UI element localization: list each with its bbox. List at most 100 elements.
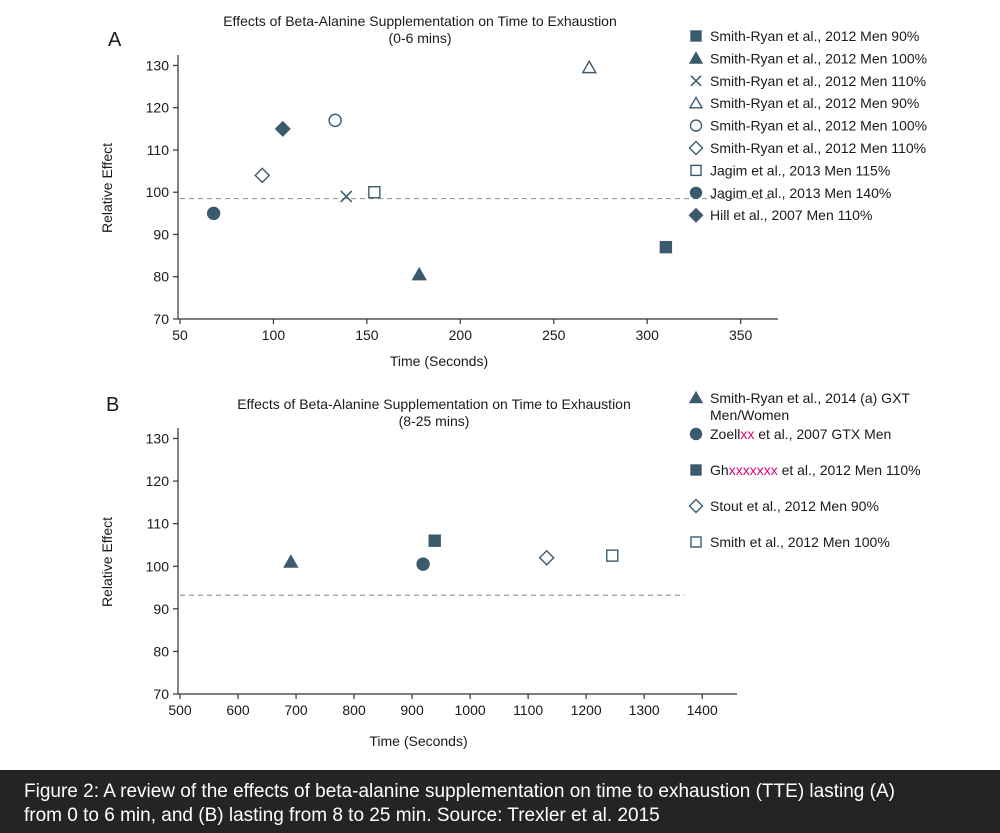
data-point: [206, 206, 221, 221]
chart-title: Effects of Beta-Alanine Supplementation …: [223, 13, 617, 29]
y-tick-label: 120: [146, 473, 170, 489]
data-point: [254, 167, 271, 184]
y-tick-label: 80: [153, 269, 169, 285]
data-point: [606, 549, 619, 562]
legend-item: Smith-Ryan et al., 2012 Men 90%: [688, 95, 919, 111]
legend-label-part: Zoell: [710, 426, 740, 442]
legend-item: Jagim et al., 2013 Men 115%: [690, 162, 890, 178]
caption-line-2: from 0 to 6 min, and (B) lasting from 8 …: [24, 805, 660, 826]
y-tick-label: 80: [153, 643, 169, 659]
legend-label: Smith-Ryan et al., 2012 Men 100%: [710, 118, 927, 134]
legend-label: Smith-Ryan et al., 2012 Men 100%: [710, 50, 927, 66]
legend-item: Smith-Ryan et al., 2012 Men 100%: [688, 50, 927, 66]
data-point: [274, 120, 291, 137]
data-point: [368, 186, 381, 199]
legend-marker: [689, 427, 703, 441]
legend-label: Smith-Ryan et al., 2012 Men 110%: [710, 140, 926, 156]
data-point: [416, 557, 430, 571]
figure-canvas: A Effects of Beta-Alanine Supplementation…: [99, 13, 927, 749]
x-axis-label: Time (Seconds): [390, 353, 488, 369]
legend-marker: [688, 390, 704, 404]
legend-label-part: et al., 2007 GTX Men: [754, 426, 891, 442]
y-tick-label: 70: [153, 686, 169, 702]
data-point: [411, 266, 427, 281]
legend-marker: [688, 498, 704, 514]
y-axis-label: Relative Effect: [99, 517, 115, 607]
legend-label: Smith-Ryan et al., 2014 (a) GXT: [710, 390, 910, 406]
legend-item: Smith-Ryan et al., 2012 Men 100%: [689, 118, 927, 134]
caption-line-1: Figure 2: A review of the effects of bet…: [24, 781, 895, 802]
legend-item: Zoellxx et al., 2007 GTX Men: [689, 426, 891, 442]
data-point: [659, 240, 673, 254]
legend-marker: [688, 140, 704, 156]
legend-label: Zoellxx et al., 2007 GTX Men: [710, 426, 891, 442]
x-tick-label: 1400: [687, 702, 718, 718]
x-tick-label: 1300: [629, 702, 660, 718]
y-tick-label: 110: [147, 516, 170, 532]
y-tick-label: 130: [146, 431, 170, 447]
data-point: [328, 113, 342, 128]
y-tick-label: 90: [153, 601, 169, 617]
data-point: [283, 554, 299, 568]
legend-item: Smith-Ryan et al., 2012 Men 90%: [690, 28, 919, 44]
legend-marker: [688, 51, 704, 64]
x-tick-label: 1000: [455, 702, 486, 718]
legend-marker: [689, 186, 703, 200]
x-tick-label: 1100: [513, 702, 543, 718]
data-point: [538, 549, 555, 566]
panel-label: A: [108, 29, 122, 51]
legend-marker: [690, 464, 702, 476]
legend-label-part: Stout et al., 2012 Men 90%: [710, 498, 879, 514]
x-tick-label: 800: [342, 702, 366, 718]
legend-item: Stout et al., 2012 Men 90%: [688, 498, 879, 514]
y-axis-label: Relative Effect: [99, 143, 115, 233]
legend-label: Smith-Ryan et al., 2012 Men 90%: [710, 95, 919, 111]
legend-label: Smith-Ryan et al., 2012 Men 110%: [710, 73, 926, 89]
x-tick-label: 500: [168, 702, 192, 718]
legend-label-part: xx: [740, 426, 754, 442]
legend-label: Smith et al., 2012 Men 100%: [710, 534, 890, 550]
x-tick-label: 150: [355, 327, 379, 343]
x-tick-label: 300: [636, 327, 660, 343]
legend-label-line2: Men/Women: [710, 407, 789, 423]
x-tick-label: 250: [542, 327, 566, 343]
legend-item: Smith et al., 2012 Men 100%: [690, 534, 890, 550]
legend-label: Jagim et al., 2013 Men 140%: [710, 185, 891, 201]
legend-label: Stout et al., 2012 Men 90%: [710, 498, 879, 514]
scatter-panel-b: B Effects of Beta-Alanine Supplementation…: [99, 390, 921, 749]
x-tick-label: 100: [262, 327, 286, 343]
data-point: [428, 534, 441, 547]
y-tick-label: 90: [153, 226, 169, 242]
legend-label: Jagim et al., 2013 Men 115%: [710, 162, 890, 178]
legend-marker: [690, 536, 702, 548]
x-tick-label: 350: [729, 327, 753, 343]
chart-title: Effects of Beta-Alanine Supplementation …: [237, 396, 631, 412]
y-tick-label: 120: [146, 100, 170, 116]
legend-item: Jagim et al., 2013 Men 140%: [689, 185, 891, 201]
legend-marker: [690, 30, 702, 42]
x-tick-label: 200: [449, 327, 473, 343]
legend-label-part: Smith et al., 2012 Men 100%: [710, 534, 890, 550]
data-point: [340, 190, 353, 203]
chart-subtitle: (0-6 mins): [388, 30, 451, 46]
x-tick-label: 900: [400, 702, 424, 718]
y-tick-label: 100: [146, 184, 170, 200]
y-tick-label: 130: [146, 57, 170, 73]
x-tick-label: 50: [172, 327, 188, 343]
panel-label: B: [106, 394, 119, 416]
data-point: [581, 59, 597, 74]
chart-subtitle: (8-25 mins): [399, 413, 470, 429]
scatter-panel-a: A Effects of Beta-Alanine Supplementation…: [99, 13, 927, 369]
x-tick-label: 1200: [571, 702, 602, 718]
y-tick-label: 100: [146, 558, 170, 574]
legend-marker: [690, 164, 702, 177]
legend-item: Ghxxxxxxx et al., 2012 Men 110%: [690, 462, 921, 478]
legend-label-part: et al., 2012 Men 110%: [778, 462, 921, 478]
legend-label: Smith-Ryan et al., 2012 Men 90%: [710, 28, 919, 44]
x-axis-label: Time (Seconds): [369, 733, 467, 749]
x-tick-label: 600: [226, 702, 250, 718]
legend-label: Ghxxxxxxx et al., 2012 Men 110%: [710, 462, 921, 478]
legend-label-part: Gh: [710, 462, 729, 478]
legend-marker: [688, 96, 704, 109]
